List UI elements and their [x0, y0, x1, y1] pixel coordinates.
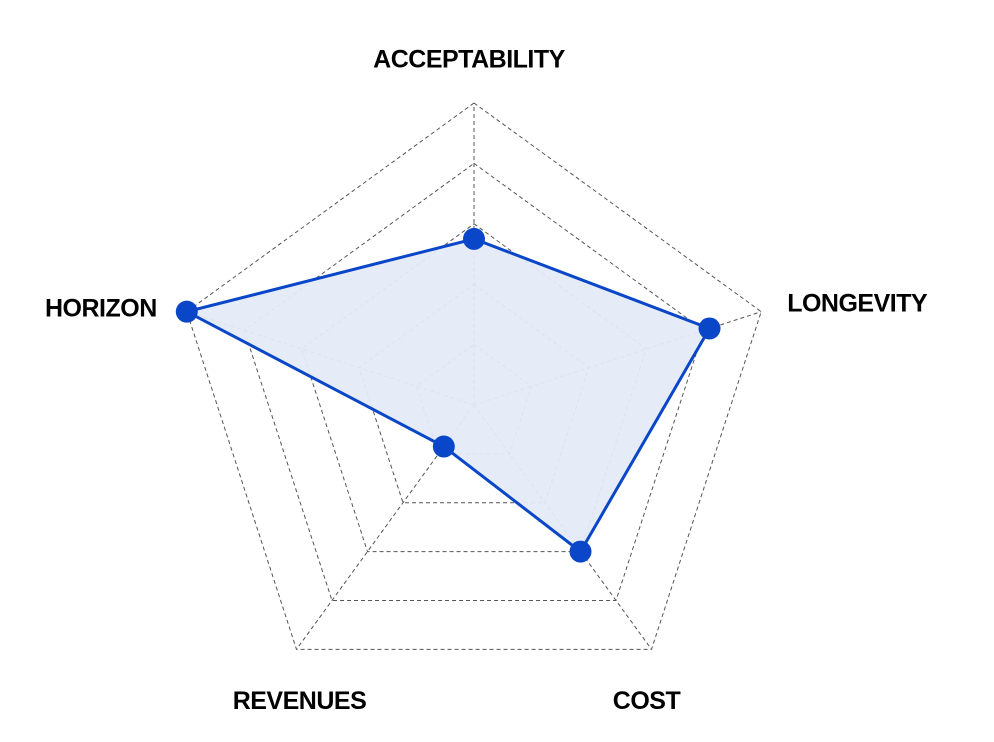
- axis-labels: ACCEPTABILITY LONGEVITY COST REVENUES HORIZO…: [45, 46, 929, 715]
- grid-ring-5: [186, 102, 762, 650]
- data-point-longevity: [698, 317, 721, 340]
- data-point-revenues: [432, 435, 455, 458]
- data-point-acceptability: [463, 227, 485, 250]
- series-area: [182, 237, 712, 554]
- axis-label-acceptability: ACCEPTABILITY: [373, 46, 565, 74]
- series: [175, 227, 721, 563]
- axis-label-horizon: HORIZON: [45, 294, 157, 322]
- data-point-horizon: [175, 300, 198, 323]
- data-point-cost: [569, 540, 592, 563]
- axis-label-cost: COST: [613, 687, 681, 715]
- axis-label-longevity: LONGEVITY: [787, 289, 928, 317]
- axis-label-revenues: REVENUES: [233, 687, 367, 715]
